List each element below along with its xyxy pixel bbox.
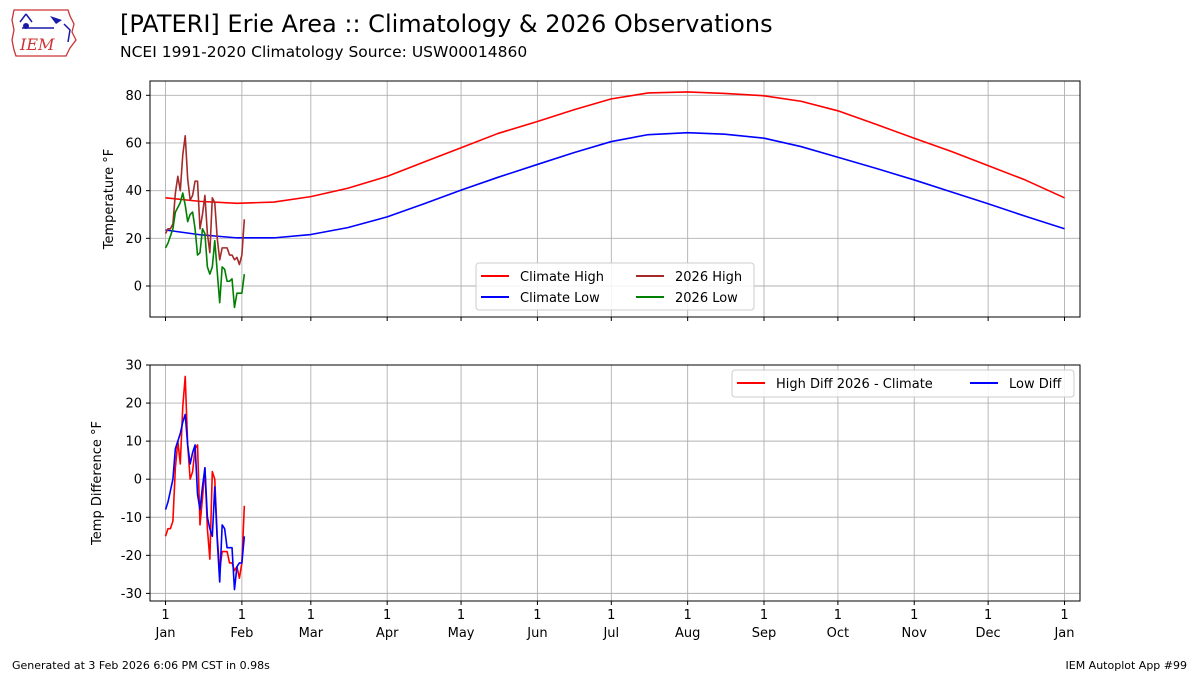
plot-frame — [149, 364, 1081, 602]
y-tick-label: 60 — [125, 136, 142, 151]
y-tick-label: 20 — [125, 232, 142, 247]
x-tick-label-month: Jul — [602, 626, 619, 641]
legend-label: Low Diff — [1009, 377, 1062, 392]
legend: High Diff 2026 - Climate Low Diff — [731, 369, 1075, 398]
chart-panel-2: -30 -20 -10 0 10 20 30 1 Jan 1 Feb 1 Mar 1 Apr 1 May 1 Jun… — [90, 359, 1081, 641]
x-tick-label-month: May — [448, 626, 475, 641]
x-tick-label-month: Mar — [299, 626, 324, 641]
series-line-2026-low — [164, 192, 246, 309]
x-tick-label-month: Nov — [902, 626, 928, 641]
x-tick-label-day: 1 — [457, 608, 465, 623]
y-tick-label: 30 — [125, 359, 142, 374]
x-tick-label-day: 1 — [533, 608, 541, 623]
legend-label: 2026 Low — [675, 291, 738, 306]
x-tick-label-month: Dec — [976, 626, 1001, 641]
iem-logo: IEM — [8, 6, 82, 60]
x-tick-label-month: Sep — [752, 626, 777, 641]
series-line-climate-high — [165, 91, 1065, 205]
x-tick-label-day: 1 — [607, 608, 615, 623]
x-tick-label-day: 1 — [984, 608, 992, 623]
y-tick-label: -20 — [121, 549, 142, 564]
y-tick-label: 10 — [125, 435, 142, 450]
y-tick-label: 80 — [125, 89, 142, 104]
x-tick-label-month: Jun — [526, 626, 547, 641]
y-tick-label: 40 — [125, 184, 142, 199]
y-tick-label: -30 — [121, 587, 142, 602]
y-tick-label: -10 — [121, 511, 142, 526]
legend-label: Climate High — [520, 270, 604, 285]
y-tick-label: 0 — [134, 473, 142, 488]
x-tick-label-month: Feb — [230, 626, 253, 641]
x-tick-label-day: 1 — [238, 608, 246, 623]
y-tick-label: 20 — [125, 397, 142, 412]
legend-label: 2026 High — [675, 270, 742, 285]
x-tick-label-day: 1 — [684, 608, 692, 623]
y-axis-label: Temperature °F — [102, 149, 117, 250]
legend-label: Climate Low — [520, 291, 600, 306]
x-tick-label-day: 1 — [910, 608, 918, 623]
x-tick-label-day: 1 — [1060, 608, 1068, 623]
generated-timestamp: Generated at 3 Feb 2026 6:06 PM CST in 0… — [12, 659, 270, 672]
x-tick-label-month: Aug — [675, 626, 700, 641]
x-tick-label-day: 1 — [760, 608, 768, 623]
logo-text: IEM — [19, 35, 55, 54]
y-axis-label: Temp Difference °F — [90, 421, 105, 546]
x-tick-label-day: 1 — [834, 608, 842, 623]
x-tick-label-day: 1 — [161, 608, 169, 623]
legend: Climate High Climate Low 2026 High 2026 Low — [475, 262, 755, 311]
app-id: IEM Autoplot App #99 — [1065, 659, 1188, 672]
x-tick-label-month: Oct — [827, 626, 849, 641]
x-tick-label-day: 1 — [307, 608, 315, 623]
x-tick-label-month: Apr — [376, 626, 399, 641]
x-tick-label-day: 1 — [383, 608, 391, 623]
x-tick-label-month: Jan — [154, 626, 175, 641]
chart-title: [PATERI] Erie Area :: Climatology & 2026… — [120, 10, 773, 38]
y-tick-label: 0 — [134, 280, 142, 295]
series-line-climate-low — [165, 131, 1065, 239]
x-tick-label-month: Jan — [1053, 626, 1074, 641]
legend-box — [475, 262, 755, 311]
legend-box — [731, 369, 1075, 398]
series-line-2026-high — [164, 135, 246, 266]
plot-frame — [149, 80, 1081, 318]
chart-subtitle: NCEI 1991-2020 Climatology Source: USW00… — [120, 43, 528, 61]
legend-label: High Diff 2026 - Climate — [776, 377, 933, 392]
series-line-low-diff — [164, 413, 246, 591]
